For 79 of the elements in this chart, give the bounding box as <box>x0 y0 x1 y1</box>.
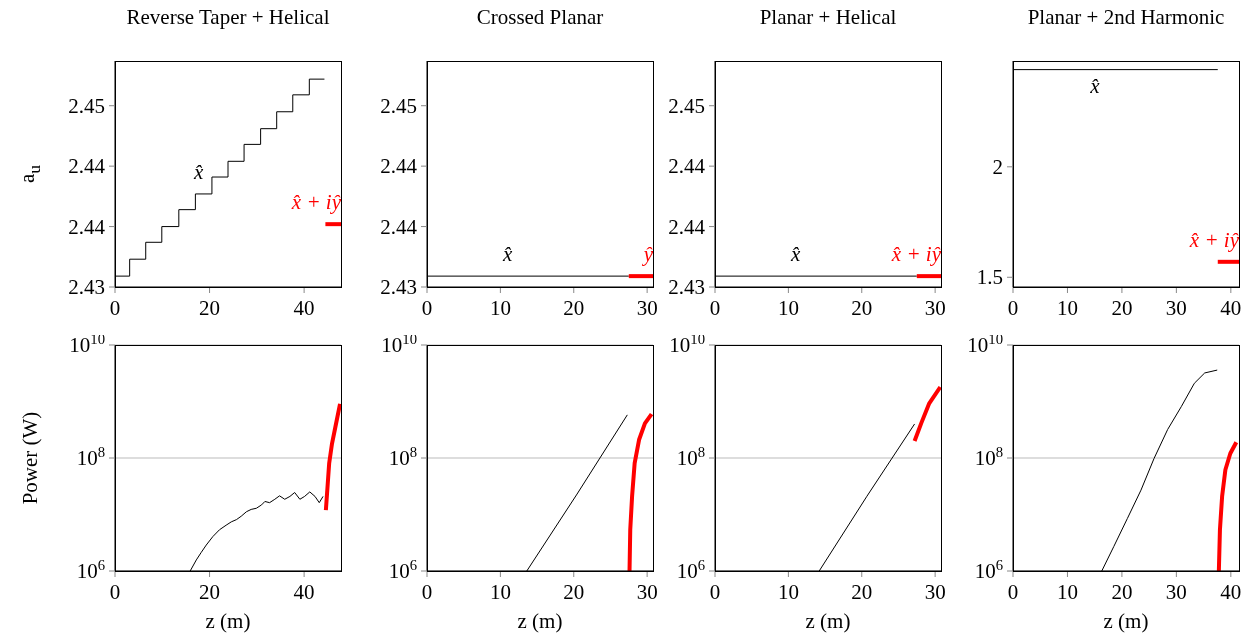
x-tick-label: 30 <box>1165 580 1187 604</box>
x-tick-label: 20 <box>1111 580 1133 604</box>
y-tick-label: 10$^{10}$ <box>669 331 705 357</box>
x-tick-label: 30 <box>924 296 946 320</box>
y-tick-label: 10$^{8}$ <box>974 444 1003 470</box>
line-series <box>627 412 653 571</box>
x-tick-label: 10 <box>777 296 799 320</box>
line-series <box>1216 440 1239 571</box>
y-tick-label: 2.43 <box>668 275 705 299</box>
x-tick-label: 0 <box>109 580 121 604</box>
x-tick-label: 20 <box>1111 296 1133 320</box>
chart-title: Planar + Helical <box>758 5 898 30</box>
y-tick-label: 10$^{10}$ <box>69 331 105 357</box>
y-tick-label: 10$^{6}$ <box>974 557 1003 583</box>
series-label: x̂ + iŷ <box>291 190 341 216</box>
y-tick-label: 2.44 <box>668 154 706 179</box>
y-tick-label: 10$^{6}$ <box>388 557 417 583</box>
chart-title: Planar + 2nd Harmonic <box>1026 5 1226 30</box>
y-tick-label: 2.45 <box>68 93 105 118</box>
x-tick-label: 40 <box>1220 580 1242 604</box>
x-tick-label: 30 <box>636 580 658 604</box>
line-series <box>323 401 341 513</box>
x-tick-label: 20 <box>199 296 221 320</box>
x-tick-label: 40 <box>293 580 315 604</box>
x-tick-label: 0 <box>1007 580 1019 604</box>
series-label: ŷ <box>643 242 653 268</box>
x-tick-label: 10 <box>1056 580 1078 604</box>
y-tick-label: 10$^{8}$ <box>676 444 705 470</box>
x-tick-label: 40 <box>293 296 315 320</box>
x-tick-label: 0 <box>421 296 433 320</box>
x-axis-title: z (m) <box>516 609 564 634</box>
x-axis-title: z (m) <box>1102 609 1150 634</box>
series-label: x̂ <box>192 159 205 185</box>
series-label: x̂ <box>501 242 514 268</box>
y-tick-label: 10$^{10}$ <box>381 331 417 357</box>
x-tick-label: 20 <box>851 296 873 320</box>
y-tick-label: 10$^{8}$ <box>76 444 105 470</box>
x-tick-label: 40 <box>1220 296 1242 320</box>
line-series <box>912 385 941 443</box>
x-tick-label: 20 <box>563 580 585 604</box>
series-label: x̂ <box>789 242 802 268</box>
chart-title: Reverse Taper + Helical <box>125 5 331 30</box>
series-label: x̂ + iŷ <box>891 242 941 268</box>
series-label: x̂ + iŷ <box>1189 227 1239 253</box>
x-tick-label: 20 <box>563 296 585 320</box>
x-axis-title: z (m) <box>204 609 252 634</box>
y-tick-label: 2 <box>992 154 1003 179</box>
y-tick-label: 2.43 <box>380 275 417 299</box>
y-axis-title: Power (W) <box>17 411 43 505</box>
y-tick-label: 2.44 <box>668 214 706 239</box>
x-tick-label: 30 <box>636 296 658 320</box>
y-tick-label: 2.44 <box>380 214 418 239</box>
y-tick-label: 10$^{6}$ <box>76 557 105 583</box>
series-label: x̂ <box>1089 73 1101 99</box>
x-tick-label: 0 <box>421 580 433 604</box>
y-tick-label: 2.44 <box>68 214 106 239</box>
x-tick-label: 0 <box>1007 296 1019 320</box>
x-tick-label: 20 <box>851 580 873 604</box>
y-tick-label: 2.45 <box>380 93 417 118</box>
x-axis-title: z (m) <box>804 609 852 634</box>
y-tick-label: 2.45 <box>668 93 705 118</box>
y-tick-label: 1.5 <box>976 265 1003 290</box>
x-tick-label: 10 <box>489 296 511 320</box>
x-tick-label: 10 <box>489 580 511 604</box>
x-tick-label: 0 <box>709 580 721 604</box>
x-tick-label: 30 <box>1165 296 1187 320</box>
x-tick-label: 10 <box>777 580 799 604</box>
y-tick-label: 2.43 <box>68 275 105 299</box>
x-tick-label: 10 <box>1056 296 1078 320</box>
x-tick-label: 30 <box>924 580 946 604</box>
x-tick-label: 0 <box>109 296 121 320</box>
x-tick-label: 0 <box>709 296 721 320</box>
y-tick-label: 2.44 <box>68 154 106 179</box>
chart-title: Crossed Planar <box>475 5 605 30</box>
y-tick-label: 10$^{10}$ <box>967 331 1003 357</box>
y-tick-label: 10$^{8}$ <box>388 444 417 470</box>
y-tick-label: 2.44 <box>380 154 418 179</box>
y-tick-label: 10$^{6}$ <box>676 557 705 583</box>
x-tick-label: 20 <box>199 580 221 604</box>
